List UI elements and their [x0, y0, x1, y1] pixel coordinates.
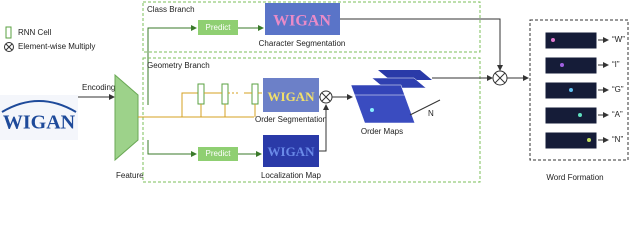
character-dot	[578, 113, 582, 117]
character-dot	[569, 88, 573, 92]
class-branch-box	[142, 1, 481, 53]
predict-label: Predict	[206, 23, 232, 32]
n-indicator	[409, 99, 441, 116]
input-text: WIGAN	[3, 112, 76, 134]
character-map	[544, 56, 598, 75]
character-dot	[560, 63, 564, 67]
multiply-icon	[4, 42, 14, 52]
rnn-cell-icon	[5, 26, 12, 39]
segmentation-text: WIGAN	[268, 89, 316, 104]
branch-title: Class Branch	[147, 5, 195, 14]
multiply-op	[321, 92, 331, 102]
arrow	[340, 18, 503, 71]
output-label: Character Segmentation	[259, 39, 346, 48]
character-label: “N”	[612, 135, 623, 144]
feature-label: Feature	[116, 171, 144, 180]
connector	[181, 92, 198, 117]
character-map	[544, 131, 598, 150]
word-formation-box	[529, 19, 629, 161]
multiply-op	[494, 72, 506, 84]
character-map	[544, 106, 598, 125]
geometry-branch-box	[142, 57, 481, 183]
character-label: “I”	[612, 60, 620, 69]
character-label: “W”	[612, 35, 625, 44]
input-decoration	[1, 100, 77, 113]
arrow	[319, 104, 329, 152]
predict-box	[198, 147, 238, 161]
word-formation-label: Word Formation	[546, 173, 603, 182]
character-dot	[551, 38, 555, 42]
character-dot	[587, 138, 591, 142]
n-label: N	[428, 109, 434, 118]
legend-label: RNN Cell	[18, 28, 52, 37]
input-image	[0, 95, 78, 140]
predict-box	[198, 20, 238, 35]
character-maps: “W” “I” “G” “A” “N”	[544, 31, 625, 150]
segmentation-text: WIGAN	[273, 13, 331, 30]
segmentation-image	[265, 3, 340, 35]
predict-label: Predict	[206, 149, 232, 158]
character-map	[544, 31, 598, 50]
feature-block	[114, 73, 139, 162]
rnn-cells	[182, 83, 262, 118]
character-label: “A”	[612, 110, 623, 119]
localization-image	[263, 135, 319, 167]
order-segmentation-image	[263, 78, 319, 112]
order-maps-label: Order Maps	[361, 127, 403, 136]
arrow	[147, 140, 197, 157]
arrow	[147, 25, 197, 105]
diagram: RNN Cell Element-wise Multiply WIGAN Enc…	[0, 1, 629, 183]
encoding-label: Encoding	[82, 83, 115, 92]
legend-label: Element-wise Multiply	[18, 42, 95, 51]
branch-title: Geometry Branch	[147, 61, 210, 70]
order-maps-stack	[350, 70, 432, 124]
output-label: Order Segmentation	[255, 115, 327, 124]
segmentation-text: WIGAN	[268, 144, 316, 159]
multiply-icon	[5, 43, 13, 51]
character-label: “G”	[612, 85, 624, 94]
output-label: Localization Map	[261, 171, 322, 180]
